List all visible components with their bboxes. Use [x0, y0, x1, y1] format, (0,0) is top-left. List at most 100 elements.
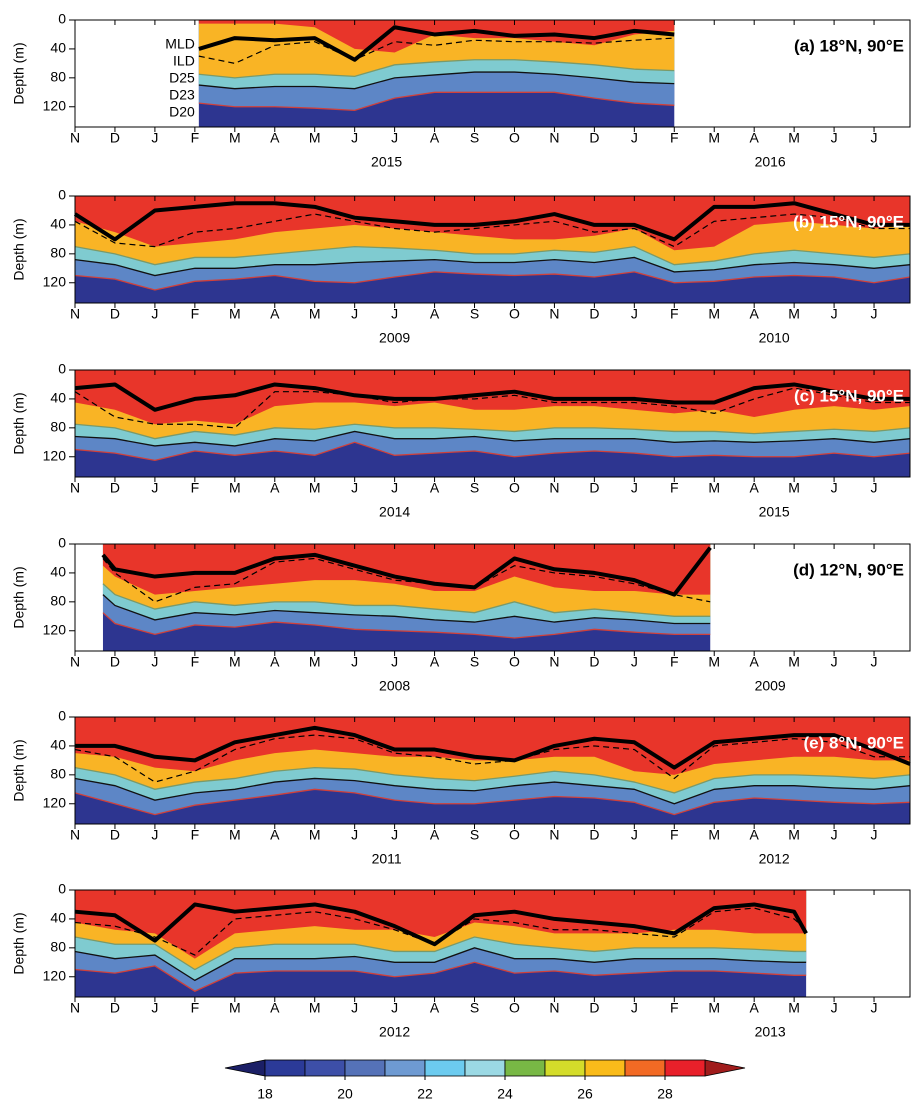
x-tick-label: A [750, 306, 760, 322]
isotherm-line [102, 594, 711, 625]
isotherm-line [102, 583, 711, 617]
panel-title: (b) 15°N, 90°E [793, 212, 904, 231]
panel-title: (a) 18°N, 90°E [794, 36, 904, 55]
x-tick-label: D [589, 306, 599, 322]
mld-line [75, 725, 911, 770]
colorbar-box [304, 1059, 346, 1077]
mld-line [74, 382, 910, 412]
x-tick-label: J [871, 480, 878, 496]
x-tick-label: J [831, 654, 838, 670]
x-tick-label: A [270, 480, 280, 496]
y-tick-label: 120 [43, 97, 67, 113]
y-axis-label: Depth (m) [11, 739, 27, 801]
y-tick-label: 0 [58, 708, 66, 724]
x-tick-label: N [549, 130, 559, 146]
x-tick-label: J [631, 306, 638, 322]
x-tick-label: J [151, 130, 158, 146]
x-tick-label: J [151, 480, 158, 496]
mld-line [73, 201, 910, 242]
x-tick-label: J [871, 130, 878, 146]
y-tick-label: 80 [50, 245, 66, 261]
x-tick-label: D [589, 480, 599, 496]
x-tick-label: A [270, 306, 280, 322]
x-tick-label: A [430, 654, 440, 670]
colorbar-under [224, 1059, 266, 1077]
colorbar-box [384, 1059, 426, 1077]
x-tick-label: N [70, 130, 80, 146]
x-tick-label: O [509, 654, 520, 670]
x-tick-label: O [509, 827, 520, 843]
colorbar-box [264, 1059, 306, 1077]
colorbar-box [344, 1059, 386, 1077]
x-tick-label: N [70, 827, 80, 843]
y-tick-label: 40 [50, 40, 66, 56]
x-tick-label: J [351, 827, 358, 843]
isotherm-line [198, 71, 675, 90]
x-tick-label: S [470, 306, 479, 322]
x-tick-label: O [509, 1000, 520, 1016]
x-tick-label: F [670, 480, 679, 496]
y-tick-label: 80 [50, 766, 66, 782]
x-tick-label: F [191, 654, 200, 670]
mld-line [74, 902, 808, 947]
x-tick-label: F [191, 480, 200, 496]
x-tick-label: M [309, 130, 321, 146]
x-tick-label: J [631, 1000, 638, 1016]
isotherm-line [74, 961, 807, 992]
ild-line [74, 387, 910, 429]
x-tick-label: A [430, 480, 440, 496]
x-tick-label: J [871, 827, 878, 843]
x-tick-label: M [309, 480, 321, 496]
x-tick-label: M [788, 480, 800, 496]
colorbar-box [544, 1059, 586, 1077]
x-tick-label: J [391, 827, 398, 843]
x-tick-label: M [708, 306, 720, 322]
year-label: 2008 [379, 678, 410, 694]
x-tick-label: J [631, 654, 638, 670]
mld-line [198, 25, 675, 62]
ild-line [74, 213, 910, 248]
x-tick-label: J [391, 130, 398, 146]
plot-frame [74, 889, 911, 998]
isotherm-line [74, 441, 911, 462]
x-tick-label: A [430, 130, 440, 146]
x-tick-label: M [708, 827, 720, 843]
x-tick-label: D [589, 654, 599, 670]
x-tick-label: S [470, 480, 479, 496]
y-axis-label: Depth (m) [11, 912, 27, 974]
x-tick-label: F [191, 130, 200, 146]
x-tick-label: J [351, 654, 358, 670]
x-tick-label: N [549, 827, 559, 843]
x-tick-label: J [151, 654, 158, 670]
panel-title: (d) 12°N, 90°E [793, 560, 904, 579]
x-tick-label: D [110, 654, 120, 670]
x-tick-label: A [750, 130, 760, 146]
x-tick-label: M [229, 654, 241, 670]
colorbar-label: 18 [257, 1086, 273, 1102]
y-tick-label: 40 [50, 216, 66, 232]
y-tick-label: 40 [50, 564, 66, 580]
isotherm-line [74, 766, 911, 794]
line-name: D23 [169, 87, 195, 103]
x-tick-label: M [788, 1000, 800, 1016]
x-tick-label: N [549, 654, 559, 670]
y-tick-label: 120 [43, 967, 67, 983]
isotherm-band [102, 544, 711, 595]
plot-frame [74, 716, 911, 825]
plot-frame [74, 369, 911, 478]
x-tick-label: A [750, 827, 760, 843]
x-tick-label: A [430, 306, 440, 322]
panel-title: (f) 8°N, 90°E [807, 906, 904, 925]
panel-title: (c) 15°N, 90°E [794, 386, 904, 405]
isotherm-line [74, 271, 911, 291]
x-tick-label: A [750, 654, 760, 670]
y-tick-label: 120 [43, 621, 67, 637]
x-tick-label: A [270, 654, 280, 670]
x-tick-label: F [670, 306, 679, 322]
x-tick-label: F [670, 1000, 679, 1016]
x-tick-label: J [151, 827, 158, 843]
x-tick-label: F [670, 827, 679, 843]
x-tick-label: S [470, 1000, 479, 1016]
x-tick-label: J [831, 827, 838, 843]
x-tick-label: D [589, 1000, 599, 1016]
